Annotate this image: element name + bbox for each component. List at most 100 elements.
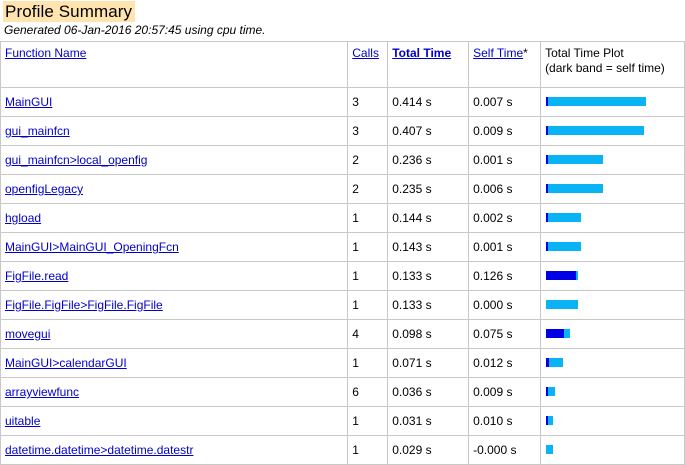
function-link[interactable]: arrayviewfunc <box>5 385 80 399</box>
table-row: datetime.datetime>datetime.datestr 1 0.029… <box>0 435 685 465</box>
header-function-name: Function Name <box>0 41 349 88</box>
time-plot <box>542 176 684 203</box>
cell-total-time: 0.029 s <box>387 435 470 465</box>
cell-self-time: 0.075 s <box>468 319 542 349</box>
function-link[interactable]: hgload <box>5 211 42 225</box>
time-plot <box>542 263 684 290</box>
table-row: MainGUI>calendarGUI 1 0.071 s 0.012 s <box>0 348 685 378</box>
self-time-bar <box>546 97 549 106</box>
self-time-bar <box>546 329 565 338</box>
plot-header-line2: (dark band = self time) <box>545 61 665 75</box>
cell-function-name: MainGUI>MainGUI_OpeningFcn <box>0 232 349 262</box>
table-row: uitable 1 0.031 s 0.010 s <box>0 406 685 436</box>
cell-total-time: 0.143 s <box>387 232 470 262</box>
plot-header-line1: Total Time Plot <box>545 46 624 60</box>
total-time-bar <box>546 97 647 106</box>
cell-function-name: FigFile.read <box>0 261 349 291</box>
cell-time-plot <box>540 290 685 320</box>
self-time-bar <box>546 387 549 396</box>
function-link[interactable]: openfigLegacy <box>5 182 84 196</box>
header-self-time: Self Time* <box>468 41 542 88</box>
cell-time-plot <box>540 319 685 349</box>
cell-self-time: 0.012 s <box>468 348 542 378</box>
cell-calls: 4 <box>347 319 389 349</box>
time-plot <box>542 379 684 406</box>
table-row: gui_mainfcn>local_openfig 2 0.236 s 0.001 s <box>0 145 685 175</box>
self-time-bar <box>546 184 549 193</box>
time-plot <box>542 234 684 261</box>
table-row: movegui 4 0.098 s 0.075 s <box>0 319 685 349</box>
cell-function-name: gui_mainfcn <box>0 116 349 146</box>
function-link[interactable]: datetime.datetime>datetime.datestr <box>5 443 194 457</box>
cell-function-name: datetime.datetime>datetime.datestr <box>0 435 349 465</box>
header-total-time: Total Time <box>387 41 470 88</box>
cell-calls: 1 <box>347 348 389 378</box>
table-row: gui_mainfcn 3 0.407 s 0.009 s <box>0 116 685 146</box>
cell-time-plot <box>540 203 685 233</box>
cell-calls: 1 <box>347 435 389 465</box>
function-link[interactable]: gui_mainfcn <box>5 124 70 138</box>
sort-by-self-time-link[interactable]: Self Time <box>473 46 524 60</box>
cell-time-plot <box>540 232 685 262</box>
table-row: MainGUI>MainGUI_OpeningFcn 1 0.143 s 0.001 … <box>0 232 685 262</box>
cell-function-name: FigFile.FigFile>FigFile.FigFile <box>0 290 349 320</box>
cell-function-name: movegui <box>0 319 349 349</box>
cell-self-time: 0.126 s <box>468 261 542 291</box>
cell-self-time: 0.009 s <box>468 116 542 146</box>
total-time-bar <box>546 300 579 309</box>
sort-by-total-time-link[interactable]: Total Time <box>392 46 452 60</box>
cell-total-time: 0.144 s <box>387 203 470 233</box>
function-link[interactable]: uitable <box>5 414 41 428</box>
function-link[interactable]: MainGUI <box>5 95 53 109</box>
table-row: arrayviewfunc 6 0.036 s 0.009 s <box>0 377 685 407</box>
header-total-time-plot: Total Time Plot (dark band = self time) <box>540 41 685 88</box>
cell-calls: 1 <box>347 406 389 436</box>
cell-calls: 1 <box>347 232 389 262</box>
time-plot <box>542 437 684 464</box>
cell-self-time: 0.010 s <box>468 406 542 436</box>
self-time-bar <box>546 155 549 164</box>
cell-time-plot <box>540 116 685 146</box>
cell-function-name: uitable <box>0 406 349 436</box>
time-plot <box>542 292 684 319</box>
cell-total-time: 0.236 s <box>387 145 470 175</box>
cell-self-time: 0.000 s <box>468 290 542 320</box>
header-row: Function Name Calls Total Time Self Time… <box>0 41 685 88</box>
function-link[interactable]: MainGUI>calendarGUI <box>5 356 127 370</box>
sort-by-calls-link[interactable]: Calls <box>352 46 379 60</box>
cell-self-time: -0.000 s <box>468 435 542 465</box>
cell-time-plot <box>540 145 685 175</box>
cell-function-name: hgload <box>0 203 349 233</box>
cell-calls: 2 <box>347 174 389 204</box>
cell-total-time: 0.036 s <box>387 377 470 407</box>
self-time-footnote-mark: * <box>523 46 528 60</box>
function-link[interactable]: FigFile.FigFile>FigFile.FigFile <box>5 298 163 312</box>
time-plot <box>542 321 684 348</box>
cell-self-time: 0.001 s <box>468 145 542 175</box>
cell-total-time: 0.098 s <box>387 319 470 349</box>
function-link[interactable]: FigFile.read <box>5 269 69 283</box>
cell-function-name: openfigLegacy <box>0 174 349 204</box>
cell-time-plot <box>540 348 685 378</box>
profile-table: Function Name Calls Total Time Self Time… <box>0 41 685 465</box>
self-time-bar <box>546 358 550 367</box>
function-link[interactable]: movegui <box>5 327 51 341</box>
time-plot <box>542 89 684 116</box>
self-time-bar <box>546 271 577 280</box>
time-plot <box>542 118 684 145</box>
sort-by-function-name-link[interactable]: Function Name <box>5 46 87 60</box>
cell-function-name: gui_mainfcn>local_openfig <box>0 145 349 175</box>
function-link[interactable]: gui_mainfcn>local_openfig <box>5 153 148 167</box>
time-plot <box>542 408 684 435</box>
cell-calls: 1 <box>347 290 389 320</box>
time-plot <box>542 350 684 377</box>
total-time-bar <box>546 155 604 164</box>
self-time-bar <box>546 416 549 425</box>
table-row: hgload 1 0.144 s 0.002 s <box>0 203 685 233</box>
cell-function-name: MainGUI>calendarGUI <box>0 348 349 378</box>
cell-time-plot <box>540 261 685 291</box>
self-time-bar <box>546 213 549 222</box>
function-link[interactable]: MainGUI>MainGUI_OpeningFcn <box>5 240 179 254</box>
table-row: openfigLegacy 2 0.235 s 0.006 s <box>0 174 685 204</box>
